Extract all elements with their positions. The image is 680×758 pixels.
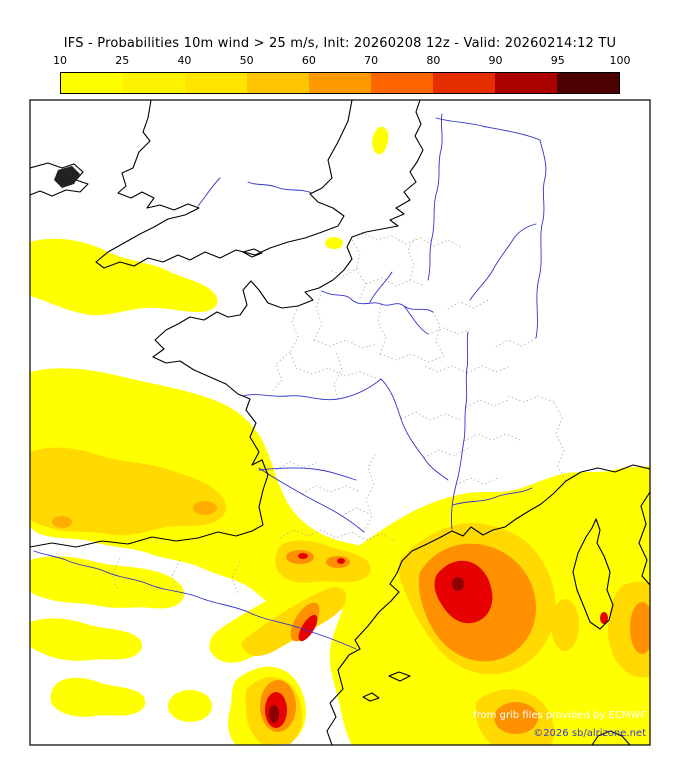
colorbar-tick-label: 25	[115, 54, 130, 67]
colorbar-labels: 10 25 40 50 60 70 80 90 95 100	[53, 54, 631, 68]
colorbar-segment	[309, 73, 371, 93]
colorbar-segment	[433, 73, 495, 93]
sardinia-north-tip	[591, 730, 631, 745]
mediterranean-coastline	[326, 464, 650, 745]
britain-coastline	[95, 100, 353, 269]
colorbar-tick-label: 70	[364, 54, 379, 67]
ireland-coastline	[30, 162, 89, 197]
italy-west-coastline	[638, 491, 650, 586]
colorbar-segment	[495, 73, 557, 93]
admin-borders-layer	[111, 231, 566, 595]
colorbar-segment	[247, 73, 309, 93]
map-frame	[29, 99, 651, 746]
isle-of-wight	[242, 248, 263, 258]
colorbar-tick-label: 10	[53, 54, 67, 67]
colorbar-tick-label: 40	[177, 54, 192, 67]
attribution-copyright: ©2026 sb/alrizone.net	[533, 728, 646, 739]
colorbar-segment	[61, 73, 123, 93]
menorca-island	[388, 671, 411, 682]
rivers-layer	[33, 113, 547, 650]
map-title: IFS - Probabilities 10m wind > 25 m/s, I…	[63, 36, 617, 51]
mallorca-islet	[362, 692, 380, 702]
colorbar-segment	[123, 73, 185, 93]
colorbar-tick-label: 100	[609, 54, 631, 67]
colorbar-segment	[185, 73, 247, 93]
continent-atlantic-coastline	[30, 100, 424, 548]
ireland-headland	[54, 166, 80, 188]
colorbar-tick-label: 80	[426, 54, 441, 67]
colorbar	[60, 72, 620, 94]
coastlines-layer	[30, 100, 650, 745]
corsica-island	[572, 518, 614, 630]
colorbar-tick-label: 50	[239, 54, 254, 67]
colorbar-tick-label: 95	[550, 54, 565, 67]
colorbar-tick-label: 90	[488, 54, 503, 67]
colorbar-segment	[557, 73, 619, 93]
attribution-ecmwf: from grib files provided by ECMWF	[473, 710, 646, 721]
colorbar-segment	[371, 73, 433, 93]
probability-shading-layer	[30, 126, 650, 745]
colorbar-tick-label: 60	[301, 54, 316, 67]
